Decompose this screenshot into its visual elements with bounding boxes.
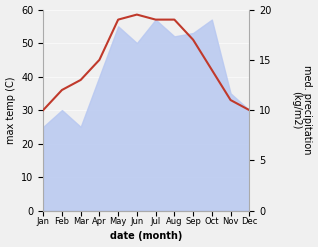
- Y-axis label: med. precipitation
(kg/m2): med. precipitation (kg/m2): [291, 65, 313, 155]
- Y-axis label: max temp (C): max temp (C): [5, 76, 16, 144]
- X-axis label: date (month): date (month): [110, 231, 183, 242]
